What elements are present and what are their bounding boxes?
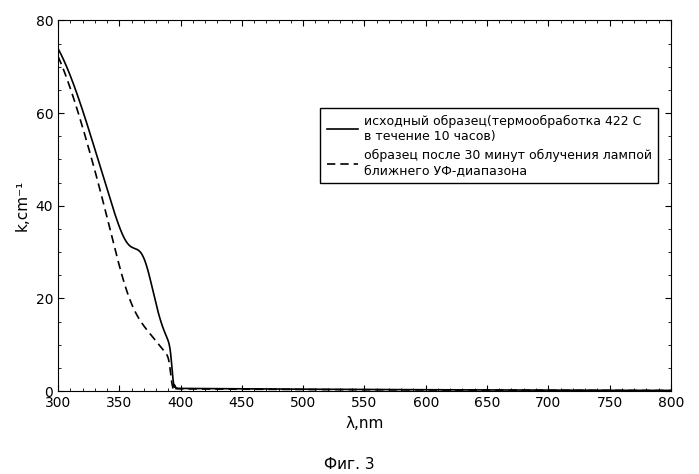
исходный образец(термообработка 422 С
в течение 10 часов) <box>315 386 324 392</box>
образец после 30 минут облучения лампой
ближнего УФ-диапазона <box>667 388 675 393</box>
Text: Фиг. 3: Фиг. 3 <box>324 457 375 472</box>
образец после 30 минут облучения лампой
ближнего УФ-диапазона <box>654 388 663 393</box>
образец после 30 минут облучения лампой
ближнего УФ-диапазона <box>589 388 597 393</box>
X-axis label: λ,nm: λ,nm <box>345 416 384 430</box>
Y-axis label: k,cm⁻¹: k,cm⁻¹ <box>15 180 30 231</box>
образец после 30 минут облучения лампой
ближнего УФ-диапазона <box>124 292 132 297</box>
исходный образец(термообработка 422 С
в течение 10 часов) <box>124 241 132 247</box>
исходный образец(термообработка 422 С
в течение 10 часов) <box>54 46 62 51</box>
исходный образец(термообработка 422 С
в течение 10 часов) <box>654 388 663 393</box>
исходный образец(термообработка 422 С
в течение 10 часов) <box>160 328 168 334</box>
исходный образец(термообработка 422 С
в течение 10 часов) <box>289 386 297 392</box>
образец после 30 минут облучения лампой
ближнего УФ-диапазона <box>54 54 62 59</box>
образец после 30 минут облучения лампой
ближнего УФ-диапазона <box>160 348 168 354</box>
Line: образец после 30 минут облучения лампой
ближнего УФ-диапазона: образец после 30 минут облучения лампой … <box>58 56 671 391</box>
Legend: исходный образец(термообработка 422 С
в течение 10 часов), образец после 30 мину: исходный образец(термообработка 422 С в … <box>320 108 658 183</box>
исходный образец(термообработка 422 С
в течение 10 часов) <box>667 388 675 393</box>
образец после 30 минут облучения лампой
ближнего УФ-диапазона <box>289 387 297 392</box>
образец после 30 минут облучения лампой
ближнего УФ-диапазона <box>315 387 324 392</box>
исходный образец(термообработка 422 С
в течение 10 часов) <box>589 387 597 393</box>
Line: исходный образец(термообработка 422 С
в течение 10 часов): исходный образец(термообработка 422 С в … <box>58 48 671 391</box>
